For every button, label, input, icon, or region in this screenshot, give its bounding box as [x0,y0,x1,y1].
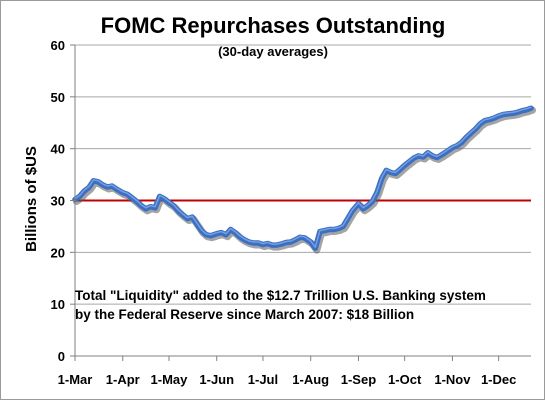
x-tick-label: 1-Oct [388,372,422,387]
y-tick-labels: 0 10 20 30 40 50 60 [51,38,65,364]
x-tick-label: 1-Nov [434,372,471,387]
annotation-line-1: Total "Liquidity" added to the $12.7 Tri… [75,288,486,303]
y-tick-label: 50 [51,90,65,105]
chart-title: FOMC Repurchases Outstanding [101,13,446,38]
y-tick-label: 0 [58,349,65,364]
x-tick-label: 1-Mar [58,372,93,387]
axes [70,44,531,361]
x-tick-label: 1-Jun [199,372,234,387]
gridlines [75,44,531,305]
x-tick-label: 1-Jul [248,372,278,387]
series-shadow [73,106,536,254]
x-tick-label: 1-Aug [292,372,329,387]
x-tick-label: 1-Dec [481,372,516,387]
x-tick-label: 1-May [151,372,189,387]
y-tick-label: 20 [51,245,65,260]
y-tick-label: 40 [51,142,65,157]
x-tick-labels: 1-Mar 1-Apr 1-May 1-Jun 1-Jul 1-Aug 1-Sep 1-Oct… [58,372,517,387]
series-group [72,105,536,254]
y-tick-label: 10 [51,297,65,312]
series-highlight [74,106,532,248]
y-tick-label: 60 [51,38,65,53]
chart-subtitle: (30-day averages) [218,44,328,59]
series-line [72,105,534,251]
y-axis-label: Billions of $US [23,146,40,252]
x-tick-label: 1-Apr [106,372,140,387]
x-tick-label: 1-Sep [341,372,376,387]
y-tick-label: 30 [51,194,65,209]
annotation-line-2: by the Federal Reserve since March 2007:… [75,307,414,322]
